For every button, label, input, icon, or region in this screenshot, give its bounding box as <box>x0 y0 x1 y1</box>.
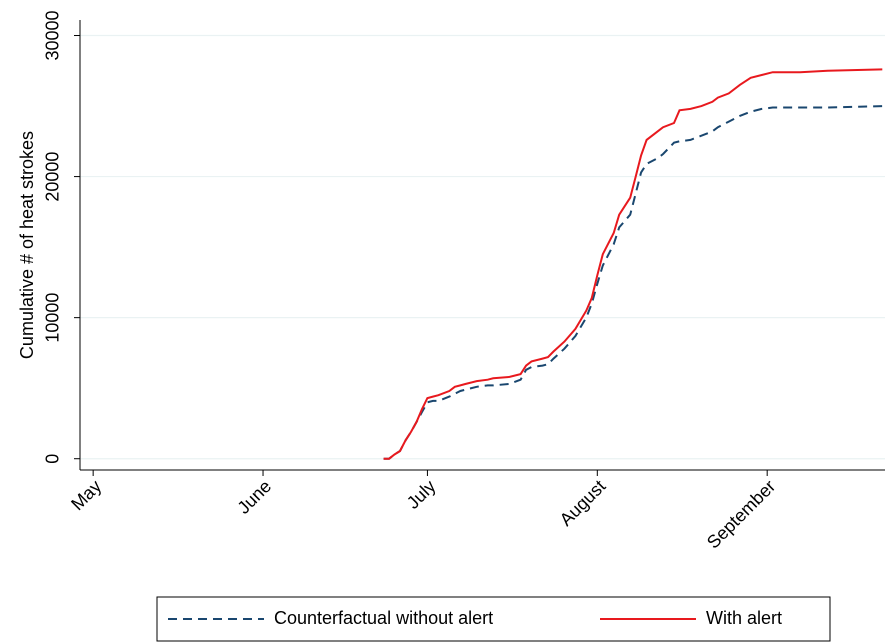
legend-label: With alert <box>706 608 782 628</box>
y-tick-label: 10000 <box>43 293 63 343</box>
x-tick-label: June <box>233 476 275 518</box>
x-tick-label: May <box>67 476 105 514</box>
x-tick-label: September <box>703 476 779 552</box>
x-tick-label: July <box>403 476 440 513</box>
legend-box <box>156 596 831 642</box>
y-axis-label: Cumulative # of heat strokes <box>17 131 37 359</box>
series-line <box>383 105 883 460</box>
y-tick-label: 30000 <box>43 10 63 60</box>
series-line <box>383 68 883 460</box>
y-tick-label: 0 <box>43 454 63 464</box>
legend-label: Counterfactual without alert <box>274 608 493 628</box>
y-tick-label: 20000 <box>43 152 63 202</box>
x-tick-label: August <box>556 476 610 530</box>
